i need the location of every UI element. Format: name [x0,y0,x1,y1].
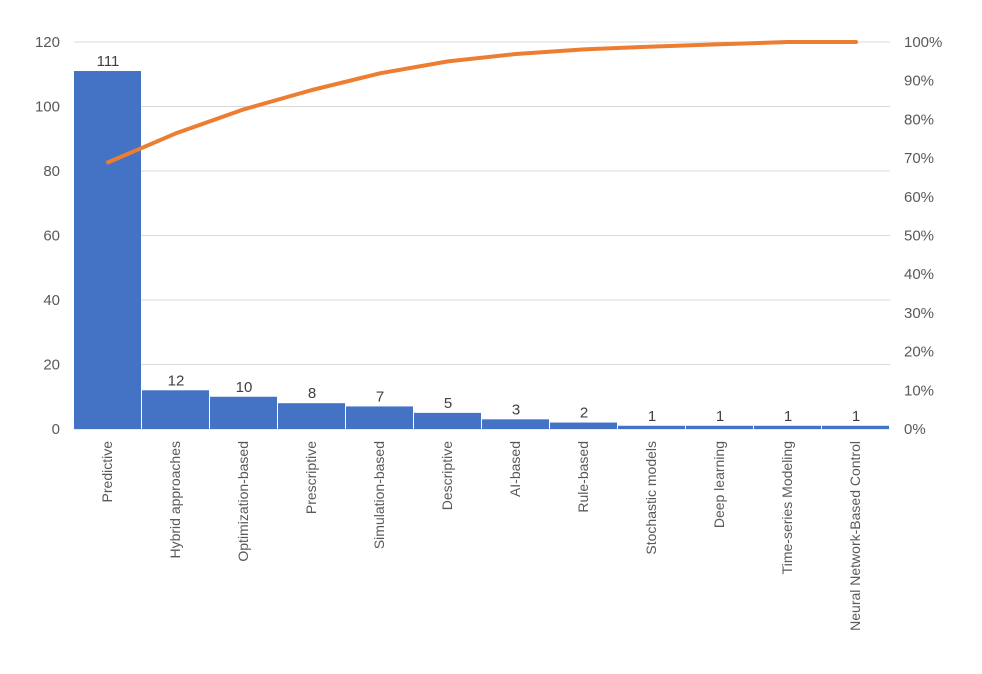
y-tick-label: 120 [35,34,60,51]
cumulative-line [106,40,858,165]
category-label: Prescriptive [303,441,319,514]
data-label: 7 [376,388,384,405]
bar [550,422,617,429]
y-tick-label: 80 [43,163,60,180]
bar [822,425,889,429]
category-label: Time-series Modeling [779,441,795,574]
gridlines [74,41,890,430]
data-label: 12 [168,372,185,389]
y-tick-label: 0 [52,421,60,438]
data-label: 1 [852,408,860,425]
data-label: 111 [97,53,120,70]
y-tick-label: 40 [43,292,60,309]
y2-tick-label: 60% [904,189,934,206]
y2-tick-label: 50% [904,228,934,245]
data-label: 5 [444,395,452,412]
y-tick-label: 20 [43,357,60,374]
bar [618,425,685,429]
category-label: Stochastic models [643,441,659,555]
category-label: Simulation-based [371,441,387,549]
y2-tick-label: 0% [904,421,926,438]
bar [210,396,277,429]
bar [346,406,413,429]
y2-tick-label: 80% [904,111,934,128]
x-axis: Predictive Hybrid approaches Optimization-… [99,441,863,631]
y2-tick-label: 70% [904,150,934,167]
primary-y-axis: 0 20 40 60 80 100 120 [35,34,60,438]
data-label: 1 [648,408,656,425]
bar [482,419,549,429]
category-label: Descriptive [439,441,455,510]
data-label: 2 [580,405,588,422]
data-label: 8 [308,385,316,402]
cumulative-line-series [106,40,858,165]
bar [142,390,209,429]
data-label: 1 [784,408,792,425]
data-label: 1 [716,408,724,425]
y-tick-label: 60 [43,228,60,245]
y2-tick-label: 30% [904,305,934,322]
category-label: AI-based [507,441,523,497]
bar [754,425,821,429]
secondary-y-axis: 0% 10% 20% 30% 40% 50% 60% 70% 80% 90% 100% [904,34,942,438]
y-tick-label: 100 [35,99,60,116]
category-label: Rule-based [575,441,591,513]
bar [414,412,481,429]
bar [278,403,345,429]
y2-tick-label: 90% [904,73,934,90]
category-label: Predictive [99,441,115,503]
data-label: 10 [236,379,253,396]
category-label: Neural Network-Based Control [847,441,863,631]
data-label: 3 [512,401,520,418]
y2-tick-label: 10% [904,382,934,399]
bar [686,425,753,429]
category-label: Hybrid approaches [167,441,183,559]
category-label: Deep learning [711,441,727,528]
bar [74,71,141,430]
y2-tick-label: 40% [904,266,934,283]
y2-tick-label: 100% [904,34,942,51]
category-label: Optimization-based [235,441,251,562]
y2-tick-label: 20% [904,344,934,361]
